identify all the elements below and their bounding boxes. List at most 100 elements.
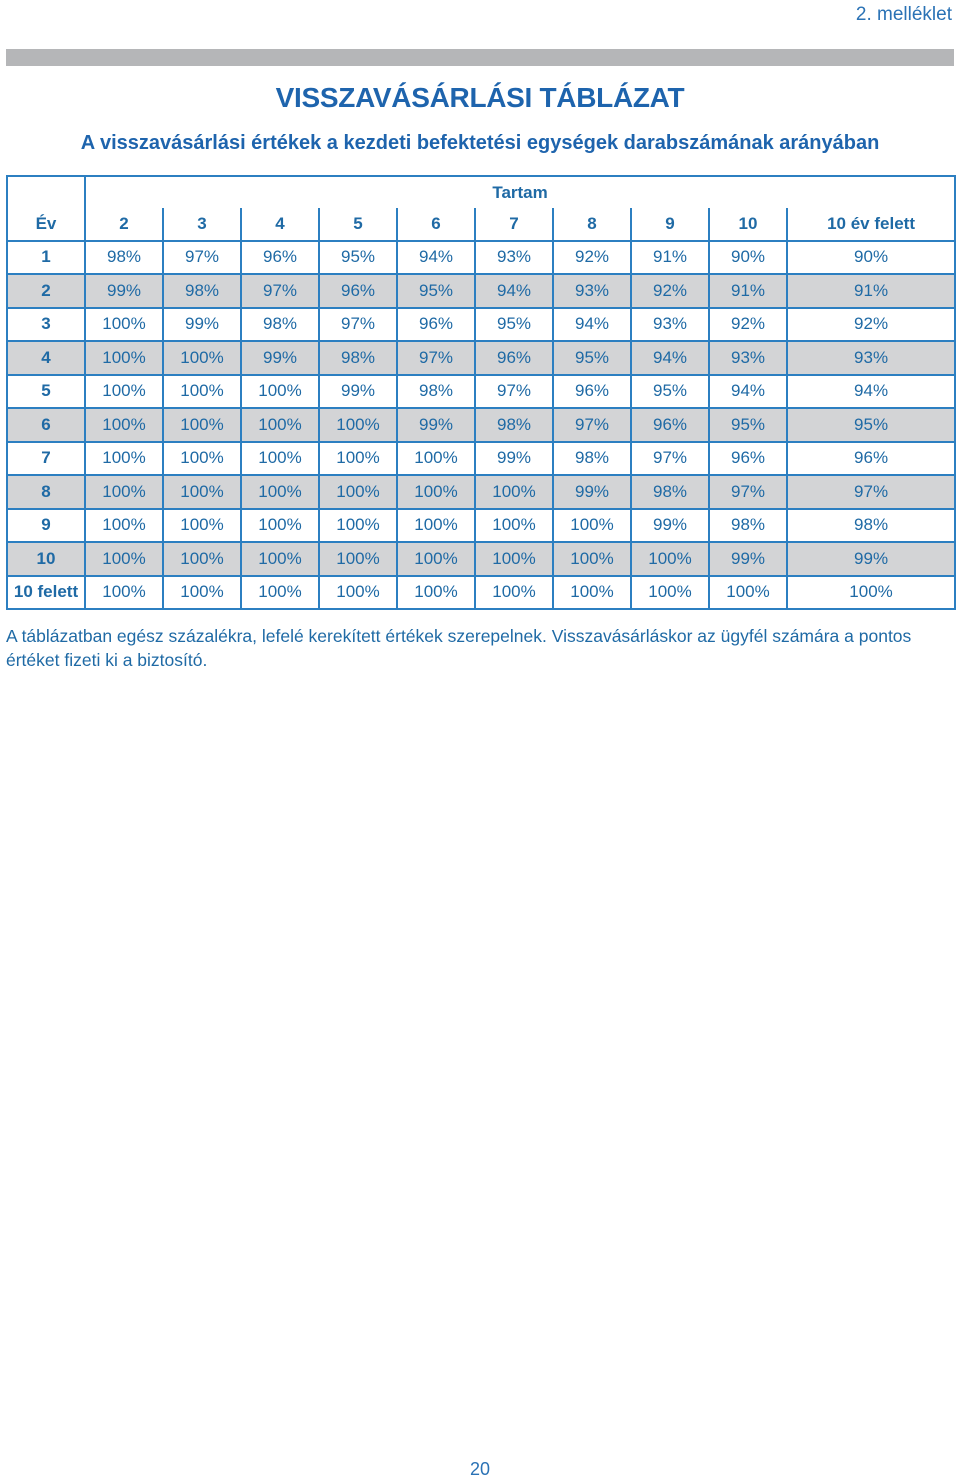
table-cell-value: 94% xyxy=(474,273,554,309)
column-header-term: 6 xyxy=(396,208,476,242)
table-cell-value: 94% xyxy=(552,306,632,342)
table-corner-cell xyxy=(6,175,86,208)
row-year-label: 6 xyxy=(6,407,86,443)
table-row: 10 100% 100% 100% 100% 100% 100% 100% 100% 99% 99% xyxy=(6,541,957,577)
table-cell-value: 97% xyxy=(708,474,788,510)
table-cell-value: 99% xyxy=(552,474,632,510)
table-cell-value: 92% xyxy=(552,239,632,275)
table-cell-value: 100% xyxy=(396,541,476,577)
table-cell-value: 100% xyxy=(318,541,398,577)
table-cell-value: 96% xyxy=(474,340,554,376)
column-header-term: 10 xyxy=(708,208,788,242)
row-year-label: 10 xyxy=(6,541,86,577)
row-year-label: 7 xyxy=(6,440,86,476)
header-divider-bar xyxy=(6,49,954,66)
table-cell-value: 100% xyxy=(474,541,554,577)
table-cell-value: 99% xyxy=(785,541,957,577)
table-cell-value: 96% xyxy=(240,239,320,275)
table-cell-value: 96% xyxy=(318,273,398,309)
column-header-term: 2 xyxy=(84,208,164,242)
table-cell-value: 95% xyxy=(396,273,476,309)
row-year-label: 1 xyxy=(6,239,86,275)
table-cell-value: 97% xyxy=(552,407,632,443)
table-cell-value: 92% xyxy=(785,306,957,342)
row-year-label: 9 xyxy=(6,507,86,543)
table-cell-value: 94% xyxy=(708,373,788,409)
table-row: 9 100% 100% 100% 100% 100% 100% 100% 99% 98% 98% xyxy=(6,507,957,543)
table-cell-value: 97% xyxy=(474,373,554,409)
table-cell-value: 98% xyxy=(318,340,398,376)
table-cell-value: 100% xyxy=(162,373,242,409)
table-cell-value: 97% xyxy=(240,273,320,309)
table-cell-value: 92% xyxy=(630,273,710,309)
table-cell-value: 99% xyxy=(84,273,164,309)
table-cell-value: 91% xyxy=(785,273,957,309)
table-cell-value: 100% xyxy=(552,507,632,543)
table-cell-value: 100% xyxy=(318,407,398,443)
table-cell-value: 100% xyxy=(162,474,242,510)
table-cell-value: 100% xyxy=(396,440,476,476)
table-cell-value: 100% xyxy=(474,507,554,543)
table-cell-value: 100% xyxy=(162,574,242,610)
table-cell-value: 95% xyxy=(552,340,632,376)
table-cell-value: 100% xyxy=(630,574,710,610)
table-cell-value: 96% xyxy=(708,440,788,476)
table-cell-value: 93% xyxy=(785,340,957,376)
table-row: 5 100% 100% 100% 99% 98% 97% 96% 95% 94% 94% xyxy=(6,373,957,409)
row-year-label: 2 xyxy=(6,273,86,309)
table-cell-value: 100% xyxy=(162,340,242,376)
column-header-term: 8 xyxy=(552,208,632,242)
footnote-text: A táblázatban egész százalékra, lefelé k… xyxy=(6,626,912,670)
table-row: 3 100% 99% 98% 97% 96% 95% 94% 93% 92% 92% xyxy=(6,306,957,342)
table-cell-value: 100% xyxy=(84,440,164,476)
table-cell-value: 93% xyxy=(630,306,710,342)
table-cell-value: 93% xyxy=(552,273,632,309)
table-cell-value: 98% xyxy=(396,373,476,409)
table-cell-value: 96% xyxy=(630,407,710,443)
table-cell-value: 100% xyxy=(84,306,164,342)
row-year-label: 10 felett xyxy=(6,574,86,610)
table-cell-value: 97% xyxy=(396,340,476,376)
table-cell-value: 99% xyxy=(396,407,476,443)
table-cell-value: 96% xyxy=(785,440,957,476)
tartam-header: Tartam xyxy=(83,175,957,208)
table-cell-value: 100% xyxy=(240,574,320,610)
table-cell-value: 93% xyxy=(708,340,788,376)
row-year-label: 4 xyxy=(6,340,86,376)
table-cell-value: 100% xyxy=(84,574,164,610)
table-cell-value: 100% xyxy=(162,507,242,543)
table-cell-value: 94% xyxy=(785,373,957,409)
table-group-header-row: Tartam xyxy=(6,175,957,208)
table-cell-value: 99% xyxy=(162,306,242,342)
table-cell-value: 95% xyxy=(708,407,788,443)
table-cell-value: 98% xyxy=(162,273,242,309)
page-subtitle: A visszavásárlási értékek a kezdeti befe… xyxy=(80,132,880,154)
table-cell-value: 98% xyxy=(474,407,554,443)
table-cell-value: 96% xyxy=(552,373,632,409)
buyback-table: Tartam Év 2 3 4 5 6 7 8 9 10 10 év felett 1 98% 97% 9… xyxy=(6,175,957,610)
row-year-label: 8 xyxy=(6,474,86,510)
table-column-header-row: Év 2 3 4 5 6 7 8 9 10 10 év felett xyxy=(6,208,957,242)
table-cell-value: 93% xyxy=(474,239,554,275)
table-row: 2 99% 98% 97% 96% 95% 94% 93% 92% 91% 91% xyxy=(6,273,957,309)
table-cell-value: 97% xyxy=(630,440,710,476)
table-cell-value: 97% xyxy=(318,306,398,342)
table-cell-value: 99% xyxy=(240,340,320,376)
table-cell-value: 100% xyxy=(240,407,320,443)
table-cell-value: 98% xyxy=(708,507,788,543)
annex-label: 2. melléklet xyxy=(855,4,952,25)
column-header-term: 10 év felett xyxy=(785,208,957,242)
table-cell-value: 99% xyxy=(708,541,788,577)
table-cell-value: 100% xyxy=(474,574,554,610)
table-cell-value: 97% xyxy=(162,239,242,275)
table-cell-value: 100% xyxy=(396,507,476,543)
column-header-year: Év xyxy=(6,208,86,242)
table-cell-value: 91% xyxy=(630,239,710,275)
table-cell-value: 95% xyxy=(630,373,710,409)
table-cell-value: 90% xyxy=(785,239,957,275)
table-cell-value: 100% xyxy=(318,574,398,610)
table-cell-value: 100% xyxy=(162,541,242,577)
table-cell-value: 100% xyxy=(552,574,632,610)
table-cell-value: 100% xyxy=(240,541,320,577)
table-cell-value: 100% xyxy=(630,541,710,577)
